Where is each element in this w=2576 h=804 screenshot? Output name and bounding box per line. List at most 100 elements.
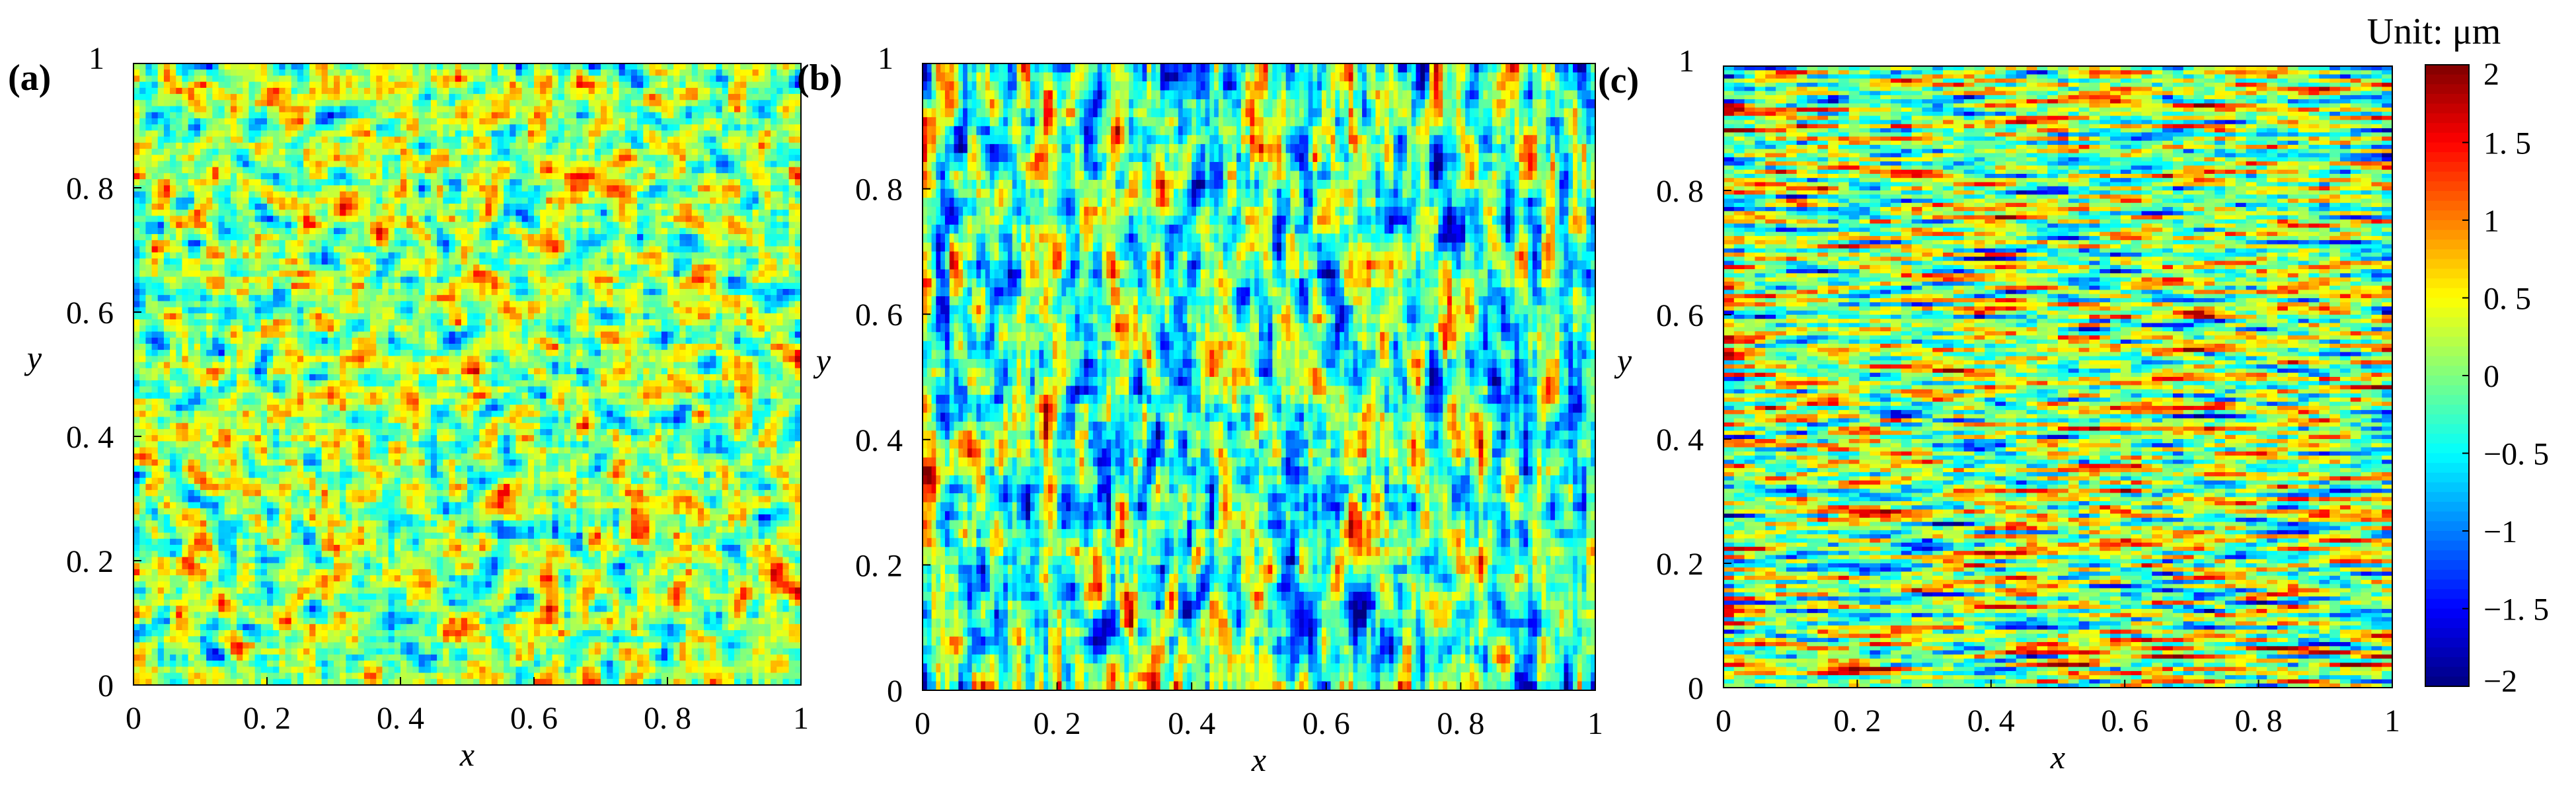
heatmap-cell [133,288,140,296]
heatmap-cell [418,216,426,223]
heatmap-cell [370,197,377,204]
heatmap-cell [527,325,535,333]
heatmap-cell [285,301,292,308]
heatmap-cell [157,142,165,149]
heatmap-cell [607,69,613,77]
heatmap-cell [315,94,322,100]
heatmap-cell [527,142,535,149]
heatmap-cell [740,106,747,113]
heatmap-cell [297,276,304,284]
heatmap-cell [285,94,292,100]
heatmap-cell [145,149,153,155]
heatmap-cell [133,313,140,320]
heatmap-cell [437,319,443,326]
heatmap-cell [473,94,480,100]
heatmap-cell [716,167,723,174]
heatmap-cell [443,307,450,314]
heatmap-cell [788,75,796,83]
heatmap-cell [697,167,704,174]
heatmap-cell [273,191,280,198]
heatmap-cell [443,161,450,168]
heatmap-cell [327,210,334,216]
heatmap-cell [588,203,595,210]
heatmap-cell [194,258,201,265]
heatmap-cell [485,203,492,210]
heatmap-cell [740,112,747,119]
heatmap-cell [297,325,304,333]
heatmap-cell [321,87,328,95]
heatmap-cell [661,282,668,290]
heatmap-cell [479,69,486,77]
heatmap-cell [315,246,322,253]
heatmap-cell [527,252,535,259]
heatmap-cell [230,149,237,155]
heatmap-cell [273,295,280,302]
heatmap-cell [363,246,371,253]
heatmap-cell [285,106,292,113]
heatmap-cell [594,106,601,113]
heatmap-cell [200,282,207,290]
heatmap-cell [734,124,741,131]
heatmap-cell [552,210,559,216]
heatmap-cell [206,319,213,326]
heatmap-cell [230,167,237,174]
heatmap-cell [455,75,462,83]
heatmap-cell [170,221,176,229]
heatmap-cell [497,264,504,271]
heatmap-cell [722,100,729,107]
heatmap-cell [188,142,195,149]
heatmap-cell [764,136,771,143]
heatmap-cell [418,112,426,119]
heatmap-cell [667,118,674,125]
heatmap-cell [224,270,231,278]
heatmap-cell [352,319,359,326]
heatmap-cell [443,100,450,107]
heatmap-cell [558,234,565,241]
heatmap-cell [200,75,207,83]
heatmap-cell [673,167,680,174]
heatmap-cell [230,234,237,241]
heatmap-cell [455,307,462,314]
heatmap-cell [315,75,322,83]
heatmap-cell [176,197,183,204]
heatmap-cell [491,270,498,278]
heatmap-cell [467,307,474,314]
heatmap-cell [546,130,553,138]
heatmap-cell [188,75,195,83]
heatmap-cell [479,197,486,204]
heatmap-cell [230,270,237,278]
heatmap-cell [576,191,584,198]
heatmap-cell [752,167,759,174]
heatmap-cell [139,191,146,198]
heatmap-cell [746,112,753,119]
heatmap-cell [248,136,256,143]
heatmap-cell [352,81,359,89]
heatmap-cell [273,227,280,235]
heatmap [133,63,801,685]
heatmap-cell [655,63,662,70]
heatmap-cell [194,270,201,278]
heatmap-cell [297,118,304,125]
heatmap-cell [218,75,225,83]
heatmap-cell [388,337,395,344]
heatmap-cell [418,301,426,308]
heatmap-cell [212,87,219,95]
heatmap-cell [546,75,553,83]
heatmap-cell [194,240,201,247]
heatmap-cell [157,124,165,131]
heatmap-cell [200,319,207,326]
heatmap-cell [491,307,498,314]
heatmap-cell [327,87,334,95]
heatmap-cell [188,337,195,344]
heatmap-cell [515,112,523,119]
heatmap-cell [691,288,699,296]
heatmap-cell [716,155,723,162]
heatmap-cell [613,227,620,235]
heatmap-cell [176,234,183,241]
heatmap-cell [418,81,426,89]
heatmap-cell [437,276,443,284]
heatmap-cell [315,240,322,247]
heatmap-cell [794,124,801,131]
heatmap-cell [279,155,286,162]
heatmap-cell [309,81,317,89]
